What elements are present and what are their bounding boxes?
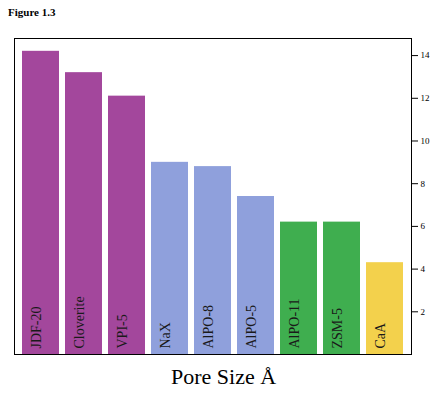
svg-text:VPI-5: VPI-5 — [115, 314, 130, 348]
svg-text:6: 6 — [421, 221, 426, 231]
svg-text:AlPO-5: AlPO-5 — [244, 305, 259, 349]
svg-text:12: 12 — [421, 93, 430, 103]
html-text:Figure 1.3: Figure 1.3 — [8, 6, 56, 18]
svg-text:AlPO-8: AlPO-8 — [201, 305, 216, 349]
html-text:Pore Size Å: Pore Size Å — [171, 364, 276, 389]
svg-text:AlPO-11: AlPO-11 — [287, 298, 302, 348]
svg-text:8: 8 — [421, 179, 426, 189]
svg-text:NaX: NaX — [158, 322, 173, 348]
svg-text:CaA: CaA — [373, 322, 388, 349]
svg-text:Cloverite: Cloverite — [72, 296, 87, 348]
svg-text:ZSM-5: ZSM-5 — [330, 308, 345, 348]
svg-text:2: 2 — [421, 307, 426, 317]
svg-text:JDF-20: JDF-20 — [29, 306, 44, 348]
svg-text:10: 10 — [421, 136, 431, 146]
svg-text:14: 14 — [421, 50, 431, 60]
svg-text:4: 4 — [421, 264, 426, 274]
